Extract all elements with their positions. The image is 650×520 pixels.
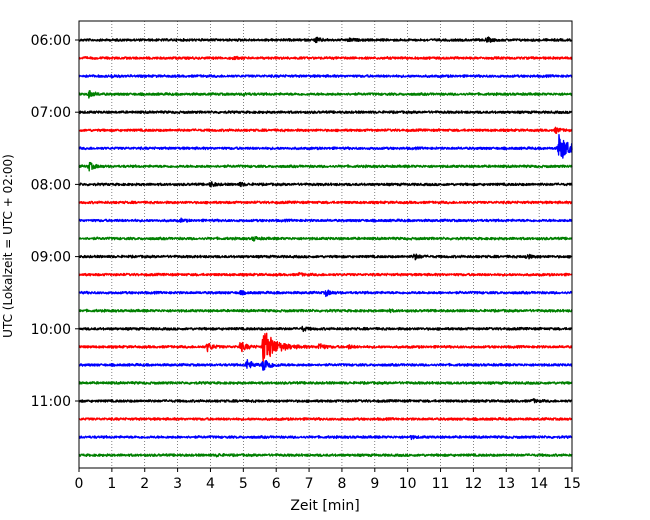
trace-1100 [78,398,573,404]
y-tick-label-1: 07:00 [31,105,71,121]
trace-1115 [78,417,573,422]
x-tick-label-9: 9 [370,476,379,492]
y-tick-label-5: 11:00 [31,394,71,410]
x-tick-label-11: 11 [432,476,450,492]
trace-1030 [78,359,573,371]
trace-0745 [78,161,573,172]
x-tick-label-5: 5 [239,476,248,492]
x-tick-label-8: 8 [337,476,346,492]
trace-0815 [78,200,573,205]
trace-0715 [78,126,573,134]
trace-1000 [78,325,573,333]
x-tick-label-1: 1 [107,476,116,492]
trace-0600 [78,36,573,44]
x-tick-label-7: 7 [305,476,314,492]
x-tick-label-4: 4 [206,476,215,492]
trace-0645 [78,89,573,99]
x-tick-label-3: 3 [173,476,182,492]
trace-0900 [78,253,573,261]
trace-0830 [78,217,573,223]
trace-0700 [78,110,573,115]
x-tick-label-14: 14 [530,476,548,492]
seismic-traces [78,36,573,458]
trace-0945 [78,308,573,314]
x-tick-label-10: 10 [399,476,417,492]
x-tick-label-13: 13 [497,476,515,492]
grid-lines [111,21,540,468]
trace-0630 [78,73,573,79]
x-tick-label-6: 6 [272,476,281,492]
y-tick-label-0: 06:00 [31,33,71,49]
x-tick-label-12: 12 [464,476,482,492]
trace-1130 [78,434,573,441]
y-tick-label-4: 10:00 [31,322,71,338]
trace-0615 [78,55,573,61]
trace-0930 [78,289,573,298]
x-tick-label-15: 15 [563,476,581,492]
y-tick-label-3: 09:00 [31,250,71,266]
trace-1015 [78,332,573,363]
trace-0845 [78,235,573,242]
trace-0915 [78,271,573,277]
y-axis-label: UTC (Lokalzeit = UTC + 02:00) [1,154,15,338]
trace-1045 [78,380,573,385]
trace-1145 [78,452,573,458]
y-tick-label-2: 08:00 [31,177,71,193]
y-axis-ticks: 06:00 07:00 08:00 09:00 10:00 11:00 [31,33,79,410]
x-axis-label: Zeit [min] [290,498,359,514]
plot-frame [78,20,573,469]
x-axis-ticks: 0 1 2 3 4 5 6 7 8 9 10 11 12 13 14 15 [75,468,581,492]
trace-0800 [78,181,573,188]
x-tick-label-0: 0 [75,476,84,492]
x-tick-label-2: 2 [140,476,149,492]
trace-0730 [78,134,573,159]
